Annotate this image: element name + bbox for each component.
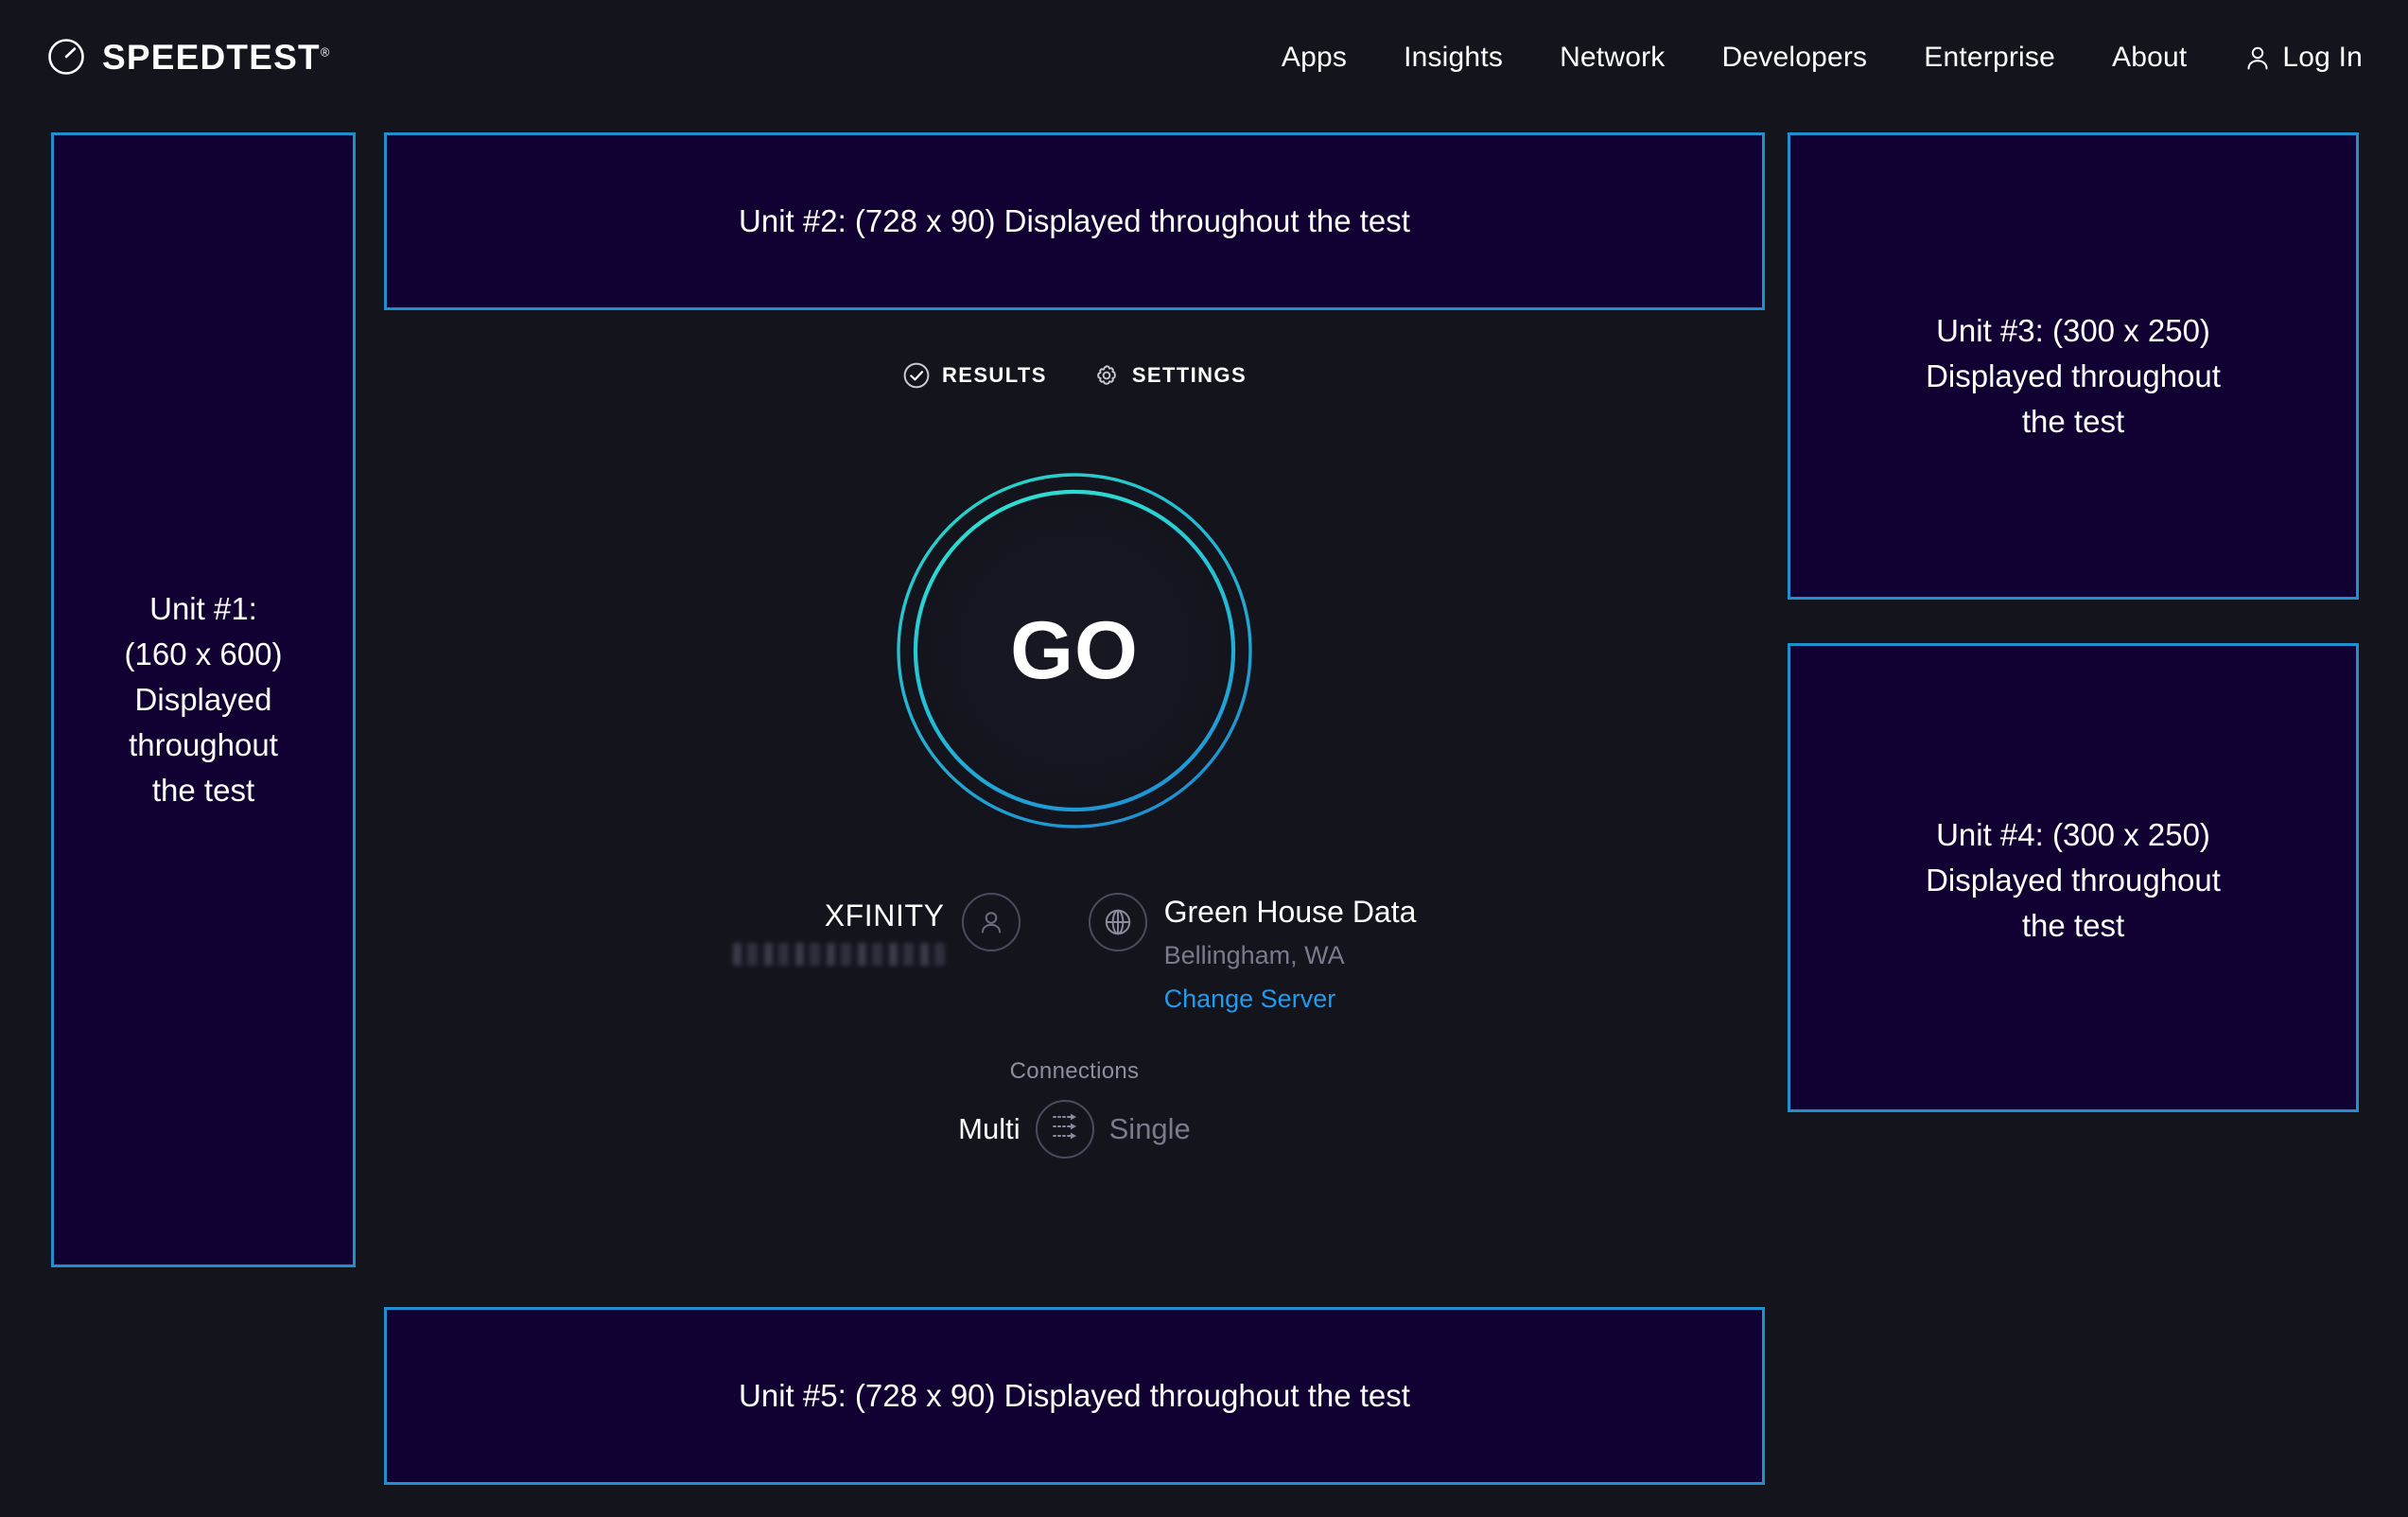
results-button[interactable]: RESULTS [902,361,1047,390]
settings-button[interactable]: SETTINGS [1092,361,1247,390]
results-label: RESULTS [941,363,1047,387]
go-button-label: GO [1010,604,1139,696]
server-location: Bellingham, WA [1163,940,1345,969]
login-label: Log In [2282,42,2363,73]
logo-brand-name: SPEEDTEST [102,37,321,77]
speedometer-icon [45,36,87,78]
connections-single-label[interactable]: Single [1108,1112,1191,1146]
ad-unit-1-content: Unit #1: (160 x 600) Displayed throughou… [54,586,353,812]
connections-toggle-row: Multi [958,1099,1191,1159]
isp-block[interactable]: XFINITY [732,893,1021,966]
server-text: Green House Data Bellingham, WA Change S… [1164,893,1417,1015]
ad-unit-4-line1: Unit #4: (300 x 250) [1936,817,2210,852]
go-button-container: GO [384,462,1765,840]
connections-section: Connections Multi [384,1058,1765,1159]
connections-multi-label[interactable]: Multi [958,1112,1021,1146]
ad-unit-3-line1: Unit #3: (300 x 250) [1936,313,2210,348]
test-toolbar: RESULTS SETTINGS [384,361,1765,390]
connections-label: Connections [1009,1057,1140,1084]
ad-unit-3[interactable]: Unit #3: (300 x 250) Displayed throughou… [1788,132,2359,600]
ad-unit-1-line5: the test [151,772,255,808]
gear-icon [1092,361,1121,390]
site-header: SPEEDTEST® Apps Insights Network Develop… [0,0,2408,131]
nav-item-network[interactable]: Network [1560,42,1666,73]
speedtest-main-panel: RESULTS SETTINGS [384,322,1765,1159]
ad-unit-3-line2: Displayed throughout [1926,357,2221,393]
server-block[interactable]: Green House Data Bellingham, WA Change S… [1088,893,1417,1015]
ad-unit-4-line2: Displayed throughout [1926,862,2221,898]
ad-unit-2-content: Unit #2: (728 x 90) Displayed throughout… [387,199,1762,244]
speedtest-logo[interactable]: SPEEDTEST® [45,36,329,78]
isp-text: XFINITY [732,893,945,966]
ad-unit-5[interactable]: Unit #5: (728 x 90) Displayed throughout… [384,1307,1765,1485]
ad-unit-1[interactable]: Unit #1: (160 x 600) Displayed throughou… [51,132,356,1267]
nav-item-about[interactable]: About [2111,42,2188,73]
nav-item-insights[interactable]: Insights [1404,42,1504,73]
change-server-link[interactable]: Change Server [1163,985,1336,1014]
ad-unit-3-content: Unit #3: (300 x 250) Displayed throughou… [1790,308,2356,445]
ad-unit-5-content: Unit #5: (728 x 90) Displayed throughout… [387,1373,1762,1419]
nav-item-enterprise[interactable]: Enterprise [1924,42,2055,73]
ad-unit-1-line1: Unit #1: [149,591,257,627]
isp-name: XFINITY [824,898,945,933]
connections-toggle-button[interactable] [1035,1099,1094,1159]
server-globe-icon [1088,893,1147,951]
nav-item-apps[interactable]: Apps [1281,42,1348,73]
isp-person-icon [961,893,1021,951]
ad-unit-2[interactable]: Unit #2: (728 x 90) Displayed throughout… [384,132,1765,310]
connection-info: XFINITY Green House Data [384,893,1765,1015]
settings-label: SETTINGS [1131,363,1248,387]
ad-unit-1-line2: (160 x 600) [124,636,283,672]
ad-unit-2-text: Unit #2: (728 x 90) Displayed throughout… [739,203,1410,239]
login-button[interactable]: Log In [2215,42,2363,74]
multi-arrows-icon [1048,1110,1082,1147]
ad-unit-1-line4: throughout [129,726,278,762]
main-navigation: Apps Insights Network Developers Enterpr… [1253,42,2363,74]
check-circle-icon [902,361,931,390]
nav-item-developers[interactable]: Developers [1721,42,1868,73]
ad-unit-1-line3: Displayed [134,682,272,718]
logo-wordmark: SPEEDTEST® [102,40,329,75]
isp-ip-address [732,942,945,966]
ad-unit-4-line3: the test [2021,907,2125,943]
server-name: Green House Data [1163,895,1417,929]
ad-unit-3-line3: the test [2021,403,2125,439]
go-button[interactable]: GO [885,462,1264,840]
go-button-rings [897,473,1252,828]
ad-unit-4[interactable]: Unit #4: (300 x 250) Displayed throughou… [1788,643,2359,1112]
ad-unit-5-text: Unit #5: (728 x 90) Displayed throughout… [739,1378,1410,1414]
logo-trademark: ® [320,44,330,60]
person-icon [2243,44,2272,72]
ad-unit-4-content: Unit #4: (300 x 250) Displayed throughou… [1790,812,2356,949]
